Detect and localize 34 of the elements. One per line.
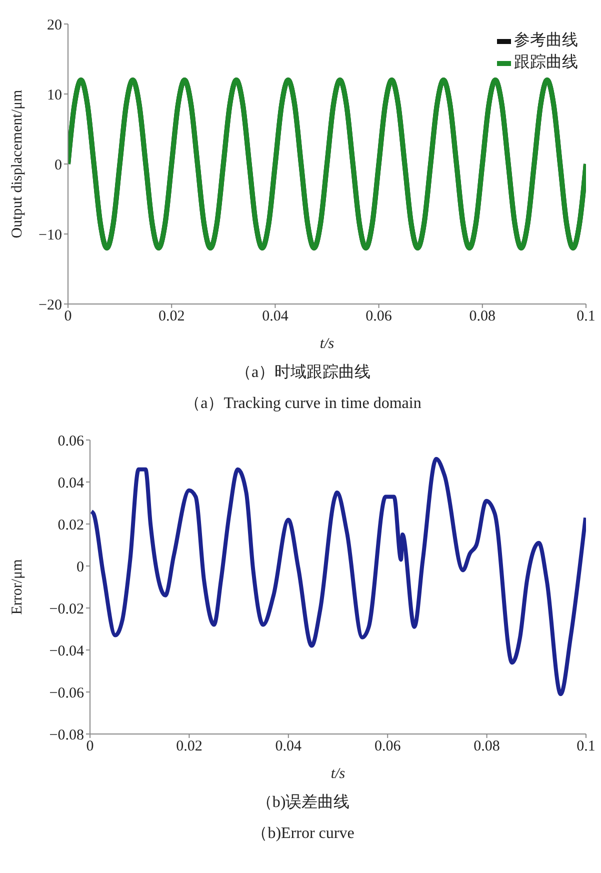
x-tick-label: 0.1 — [576, 308, 596, 325]
x-tick-label: 0.04 — [275, 738, 302, 755]
x-tick-label: 0.1 — [576, 738, 596, 755]
y-tick-label: −20 — [38, 297, 62, 314]
y-axis-title: Output displacement/μm — [9, 89, 26, 238]
y-tick-label: 20 — [47, 17, 62, 34]
text: （a）Tracking curve in time domain — [184, 394, 422, 414]
x-tick-label: 0.08 — [469, 308, 496, 325]
x-axis-title: t/s — [330, 766, 346, 782]
y-tick-label: −0.02 — [49, 601, 84, 618]
x-tick-label: 0.02 — [158, 308, 185, 325]
text: （b)误差曲线 — [255, 792, 351, 813]
y-tick-label: 10 — [47, 87, 62, 104]
y-tick-label: −0.04 — [49, 643, 84, 660]
x-tick-label: 0.06 — [374, 738, 402, 755]
text: （b)Error curve — [250, 824, 356, 844]
y-tick-label: −0.08 — [49, 727, 84, 744]
legend-label: 跟踪曲线 — [514, 52, 578, 73]
y-tick-label: −10 — [38, 227, 62, 244]
text: （a）时域跟踪曲线 — [234, 362, 372, 383]
y-tick-label: 0 — [76, 559, 84, 576]
y-tick-label: 0.04 — [58, 475, 84, 492]
y-axis-title: Error/μm — [9, 558, 26, 615]
y-tick-label: 0.06 — [58, 433, 84, 450]
x-tick-label: 0.08 — [474, 738, 500, 755]
line-series — [90, 456, 586, 696]
x-tick-label: 0.02 — [176, 738, 202, 755]
y-tick-label: −0.06 — [49, 685, 84, 702]
x-tick-label: 0.04 — [262, 308, 289, 325]
y-tick-label: 0 — [54, 157, 62, 174]
x-axis-title: t/s — [320, 336, 334, 352]
x-tick-label: 0.06 — [366, 308, 392, 325]
legend-label: 参考曲线 — [514, 30, 578, 51]
y-tick-label: 0.02 — [58, 517, 84, 534]
